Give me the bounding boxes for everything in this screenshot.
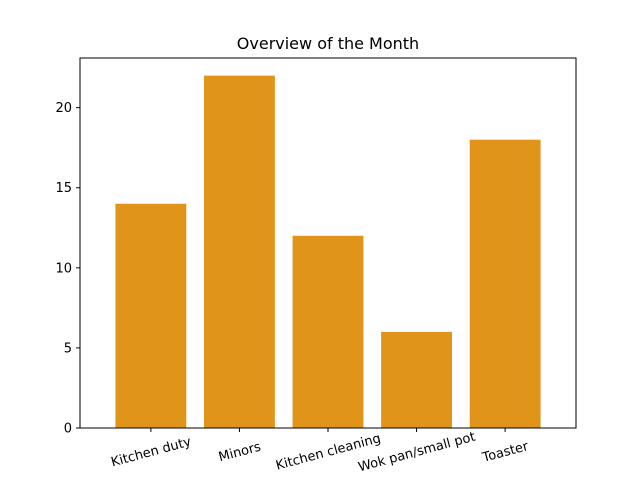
bar-1 [204,75,275,429]
bars-layer [115,75,541,429]
y-tick-label-4: 20 [55,101,72,116]
y-axis: 0 5 10 15 20 [55,101,80,437]
bar-2 [292,235,364,428]
x-tick-label-1: Minors [217,440,263,466]
x-tick-label-4: Toaster [480,439,531,466]
axes-frame [79,57,577,429]
bar-4 [469,139,541,428]
chart-title: Overview of the Month [237,34,419,53]
y-tick-label-0: 0 [64,422,72,437]
bar-3 [381,331,452,428]
y-tick-label-2: 10 [55,261,72,276]
x-tick-label-0: Kitchen duty [110,434,194,470]
bar-0 [115,203,187,428]
y-tick-label-3: 15 [55,181,72,196]
y-tick-label-1: 5 [64,341,72,356]
